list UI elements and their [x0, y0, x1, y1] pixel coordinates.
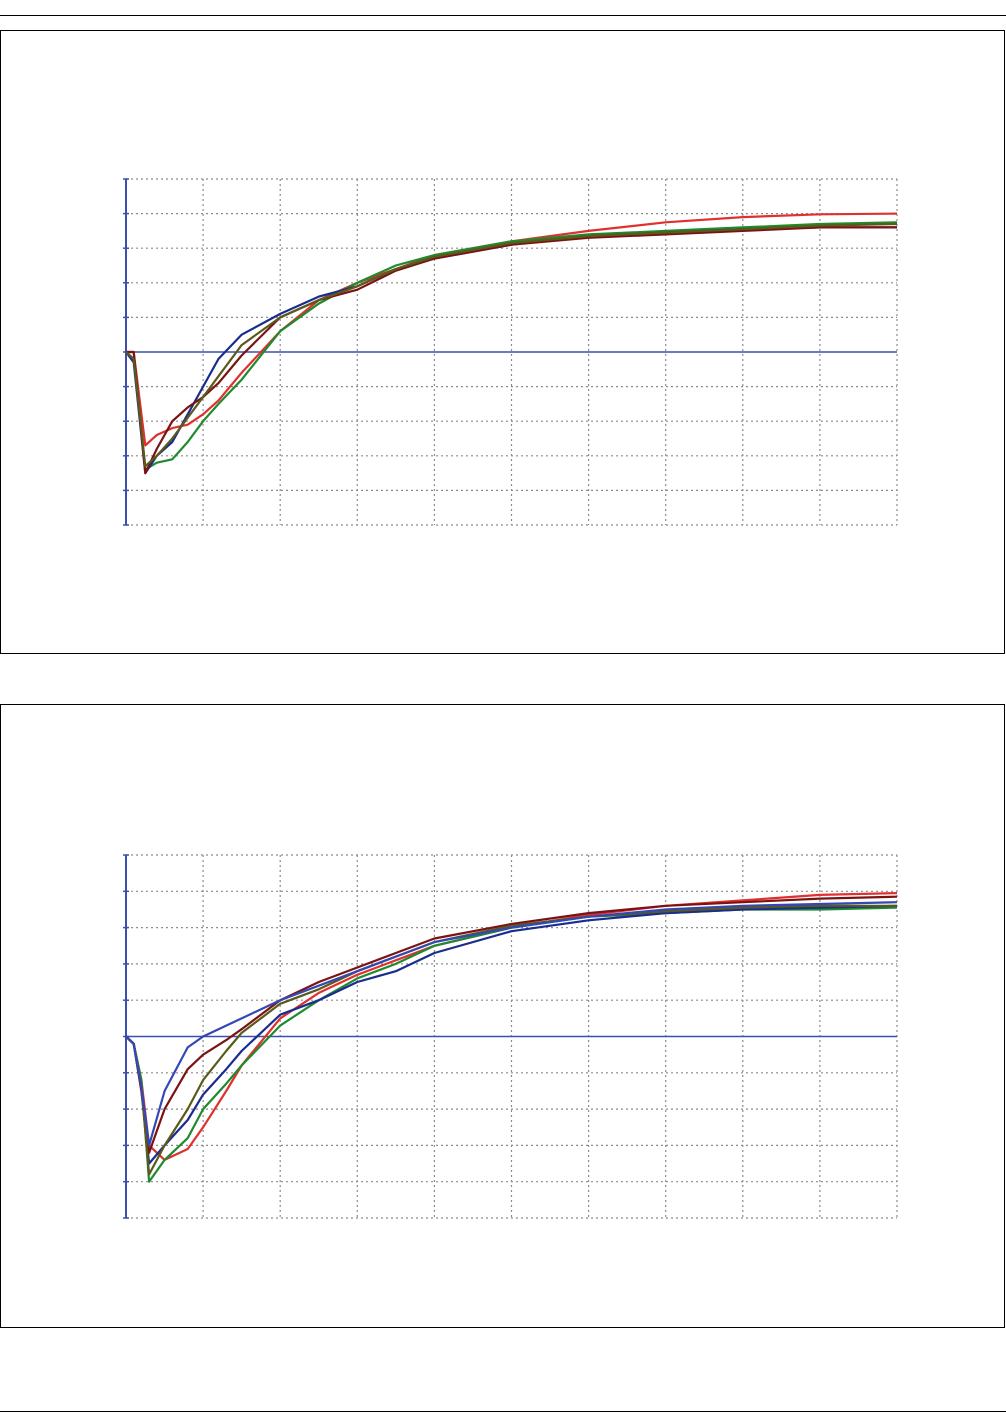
series-line-2	[125, 221, 898, 471]
chart-frame-2	[0, 704, 1005, 1328]
series-line-1	[126, 212, 898, 447]
chart-frame-1	[0, 30, 1005, 654]
series-line-5	[125, 222, 898, 468]
series-line-5	[125, 904, 897, 1176]
page-top-rule	[0, 15, 1006, 16]
series-line-3	[125, 904, 898, 1165]
series-line-6	[125, 901, 898, 1147]
page-bottom-rule	[0, 1411, 1006, 1412]
series-line-4	[125, 895, 898, 1154]
